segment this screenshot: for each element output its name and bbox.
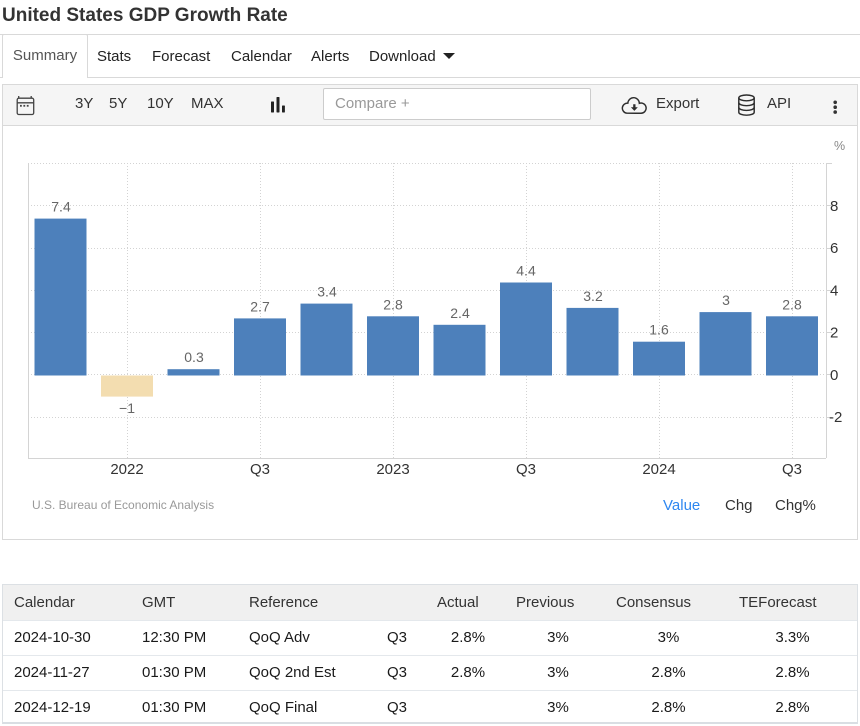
- svg-text:3.2: 3.2: [583, 288, 603, 304]
- svg-text:Q3: Q3: [782, 461, 802, 478]
- svg-text:2: 2: [830, 325, 838, 342]
- svg-text:4.4: 4.4: [516, 263, 536, 279]
- svg-text:-2: -2: [829, 409, 842, 426]
- svg-text:0: 0: [830, 367, 838, 384]
- svg-text:8: 8: [830, 198, 838, 215]
- svg-text:2.8: 2.8: [383, 296, 403, 312]
- svg-text:2022: 2022: [110, 461, 143, 478]
- svg-text:−1: −1: [119, 400, 135, 416]
- svg-text:4: 4: [830, 282, 838, 299]
- svg-text:1.6: 1.6: [649, 322, 669, 338]
- svg-text:3.4: 3.4: [317, 284, 337, 300]
- svg-text:2024: 2024: [642, 461, 675, 478]
- svg-text:2.7: 2.7: [250, 298, 270, 314]
- svg-text:0.3: 0.3: [184, 349, 204, 365]
- svg-text:3: 3: [722, 292, 730, 308]
- svg-text:2.8: 2.8: [782, 296, 802, 312]
- svg-text:%: %: [834, 139, 845, 153]
- svg-text:Q3: Q3: [250, 461, 270, 478]
- svg-text:Q3: Q3: [516, 461, 536, 478]
- svg-text:6: 6: [830, 240, 838, 257]
- svg-text:7.4: 7.4: [51, 199, 71, 215]
- svg-text:2.4: 2.4: [450, 305, 470, 321]
- svg-text:2023: 2023: [376, 461, 409, 478]
